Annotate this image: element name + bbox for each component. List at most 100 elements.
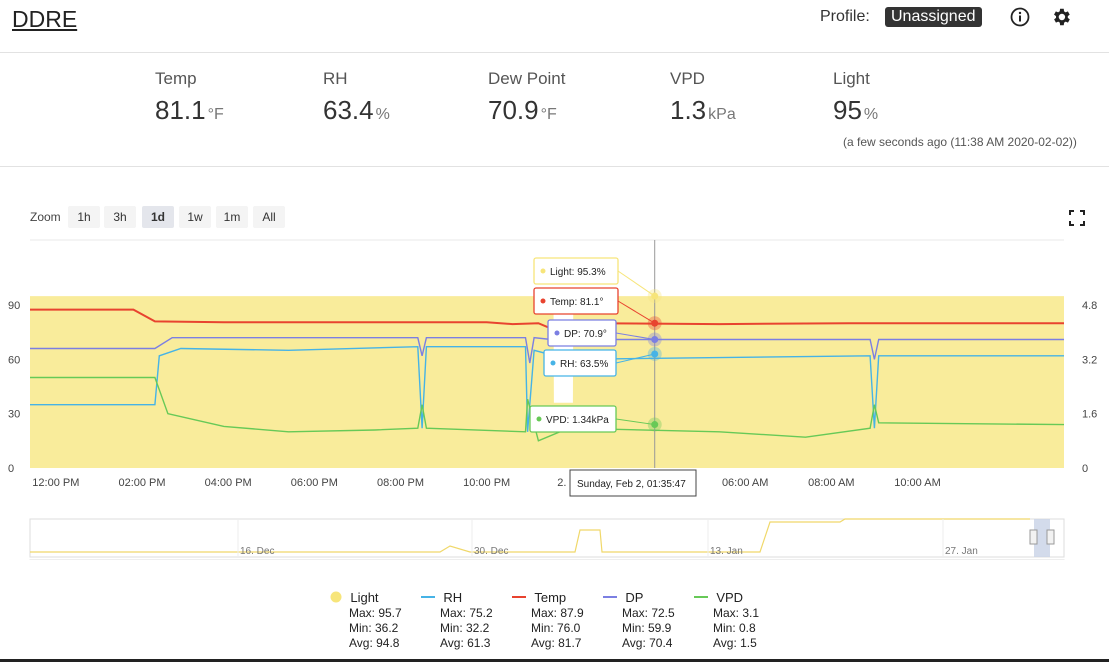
legend-item-temp[interactable]: Temp Max: 87.9 Min: 76.0 Avg: 81.7 [512,590,584,651]
stat-label: RH [323,69,348,88]
stat-unit: °F [207,106,224,123]
stat-dew-point: Dew Point 70.9 °F [488,69,565,126]
x-tick-label: 02:00 PM [118,477,165,489]
hover-point [651,335,659,343]
stat-value: 81.1 [155,95,206,125]
x-tick-label: 12:00 PM [32,477,79,489]
tooltip-text: RH: 63.5% [560,359,608,370]
stat-value: 70.9 [488,95,539,125]
tooltip-marker [550,360,556,366]
stat-label: Dew Point [488,69,566,88]
legend-min: Min: 76.0 [531,621,581,635]
tooltip-connector [617,270,655,297]
series-vpd-line [30,376,1065,442]
tooltip-temp: Temp: 81.1° [533,287,662,331]
legend-name: DP [625,590,644,605]
tooltip-marker [540,268,546,274]
navigator-handle-right [1046,529,1055,545]
x-tick-label: 10:00 AM [894,477,940,489]
crosshair-label-text: Sunday, Feb 2, 01:35:47 [577,479,686,490]
profile-badge[interactable]: Unassigned [885,7,982,27]
main-chart[interactable]: 0 30 60 90 0 1.6 3.2 4.8 12:00 PM 02:00 PM 04:00 P… [0,230,1109,560]
x-tick-label: 06:00 AM [722,477,768,489]
tooltip-marker [540,298,546,304]
tooltip-connector [617,300,655,324]
y-right-tick-label: 0 [1082,463,1088,475]
zoom-3h-button[interactable]: 3h [104,206,136,228]
x-tick-label: 08:00 AM [808,477,854,489]
info-icon[interactable] [1010,7,1030,27]
zoom-1w-button[interactable]: 1w [179,206,211,228]
hover-point [651,319,659,327]
x-tick-label: 04:00 PM [205,477,252,489]
fullscreen-icon[interactable] [1069,210,1085,226]
bottom-divider [0,659,1109,662]
legend-min: Min: 32.2 [440,621,490,635]
app-title[interactable]: DDRE [12,6,78,32]
legend-max: Max: 95.7 [349,606,402,620]
navigator-series [30,518,1030,553]
legend-avg: Avg: 70.4 [622,636,673,650]
stat-unit: % [375,106,390,123]
legend-max: Max: 75.2 [440,606,493,620]
stat-rh: RH 63.4% [323,69,390,126]
legend-item-dp[interactable]: DP Max: 72.5 Min: 59.9 Avg: 70.4 [603,590,675,651]
legend-marker [694,596,708,598]
x-tick-label: 10:00 PM [463,477,510,489]
legend-item-rh[interactable]: RH Max: 75.2 Min: 32.2 Avg: 61.3 [421,590,493,651]
y-left-tick-label: 0 [8,463,14,475]
stat-label: Light [833,69,870,88]
legend-name: VPD [716,590,744,605]
legend-name: Light [350,590,379,605]
stat-value: 63.4 [323,95,374,125]
tooltip-connector [615,418,655,426]
legend-item-vpd[interactable]: VPD Max: 3.1 Min: 0.8 Avg: 1.5 [694,590,759,651]
tooltip-text: VPD: 1.34kPa [546,415,609,426]
legend-min: Min: 59.9 [622,621,672,635]
hover-point [651,292,659,300]
navigator-label: 13. Jan [710,546,743,557]
legend-avg: Avg: 81.7 [531,636,582,650]
zoom-all-button[interactable]: All [253,206,285,228]
legend-item-light[interactable]: Light Max: 95.7 Min: 36.2 Avg: 94.8 [330,590,402,651]
last-updated: (a few seconds ago (11:38 AM 2020-02-02)… [843,135,1077,149]
hover-point [651,350,659,358]
legend-min: Min: 36.2 [349,621,399,635]
navigator-label: 27. Jan [945,546,978,557]
zoom-1d-button[interactable]: 1d [142,206,174,228]
chart-legend: Light Max: 95.7 Min: 36.2 Avg: 94.8 RH M… [330,590,790,650]
zoom-1m-button[interactable]: 1m [216,206,248,228]
legend-min: Min: 0.8 [713,621,756,635]
legend-max: Max: 87.9 [531,606,584,620]
legend-marker [421,596,435,598]
tooltip-text: Light: 95.3% [550,267,606,278]
header: DDRE Profile: Unassigned [0,0,1109,53]
crosshair-label: Sunday, Feb 2, 01:35:47 [569,469,697,497]
legend-avg: Avg: 1.5 [713,636,757,650]
stat-value: 1.3 [670,95,707,125]
stat-unit: % [863,106,879,123]
y-right-tick-label: 3.2 [1082,354,1097,366]
stat-value: 95 [833,95,862,125]
zoom-1h-button[interactable]: 1h [68,206,100,228]
tooltip-dp: DP: 70.9° [547,319,662,347]
x-tick-label: 06:00 PM [291,477,338,489]
stat-temp: Temp 81.1 °F [155,69,224,126]
gear-icon[interactable] [1050,6,1072,28]
stat-label: VPD [670,69,705,88]
crosshair-label-box [569,469,697,497]
tooltip-connector [615,332,655,340]
series-rh-line [30,345,1064,432]
y-left-tick-label: 30 [8,409,20,421]
legend-name: RH [443,590,463,605]
legend-marker [330,591,342,603]
stat-unit: °F [540,106,557,123]
navigator-label: 16. Dec [240,546,274,557]
profile-label: Profile: [820,8,870,25]
navigator-label: 30. Dec [474,546,508,557]
tooltip-vpd: VPD: 1.34kPa [529,405,662,433]
tooltip-marker [536,416,542,422]
tooltip-text: DP: 70.9° [564,329,607,340]
stat-vpd: VPD 1.3 kPa [670,69,736,126]
y-left-tick-label: 60 [8,354,20,366]
